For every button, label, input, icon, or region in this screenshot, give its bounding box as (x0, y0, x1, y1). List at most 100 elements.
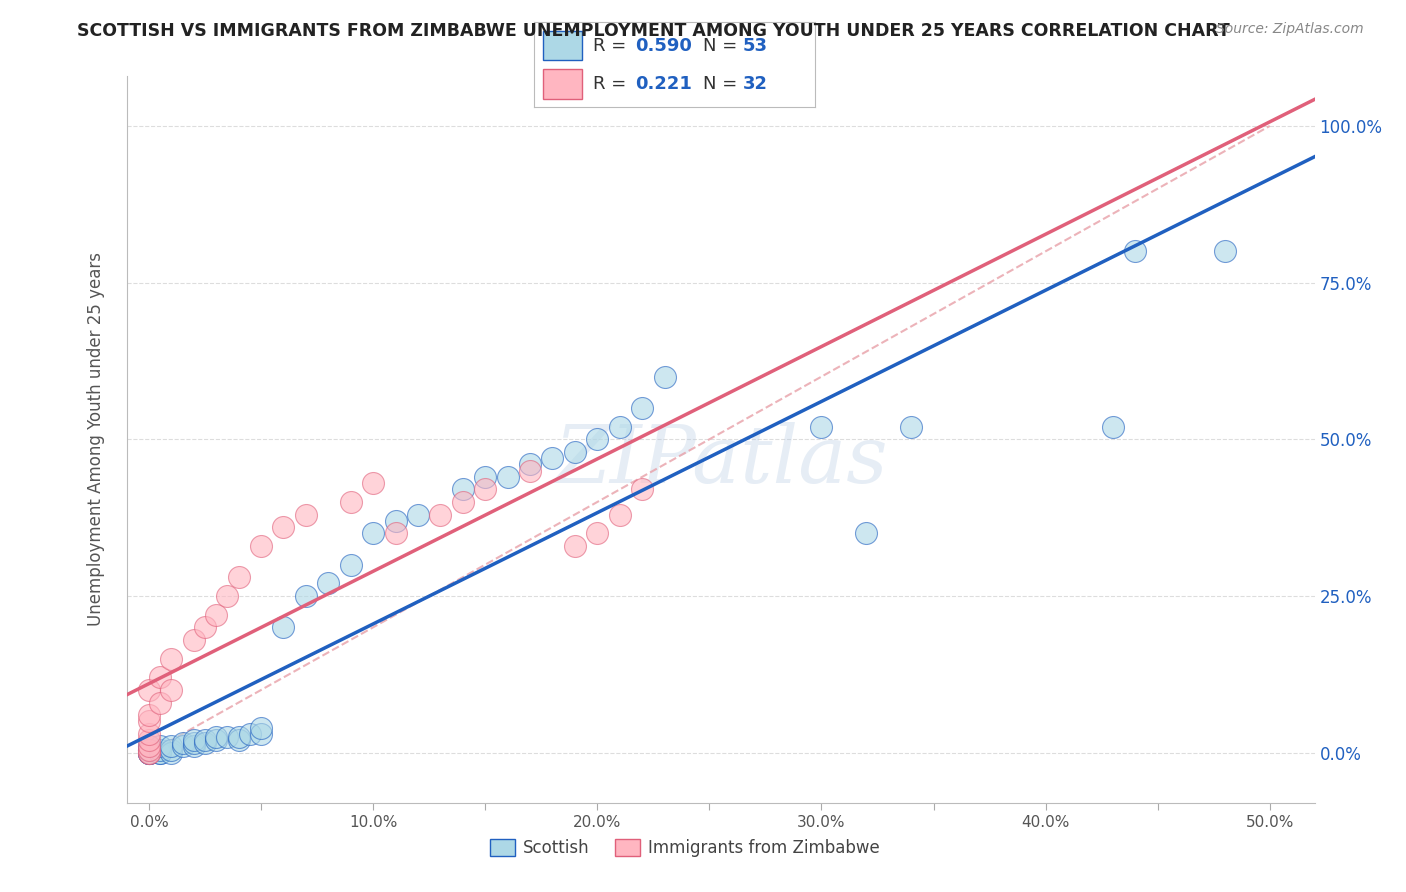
Point (183, 736, 205, 750)
Point (172, 739, 194, 754)
Point (519, 464, 541, 478)
Point (586, 433, 609, 447)
Point (205, 733, 228, 747)
Point (339, 495, 361, 509)
Point (273, 520, 295, 534)
Point (160, 651, 183, 665)
Point (205, 730, 228, 744)
Legend: Scottish, Immigrants from Zimbabwe: Scottish, Immigrants from Zimbabwe (484, 832, 887, 863)
Point (138, 739, 160, 754)
Point (172, 736, 194, 750)
Point (149, 746, 172, 760)
Bar (543, 30, 582, 61)
Point (138, 746, 160, 760)
Text: R =: R = (593, 37, 633, 54)
Point (138, 746, 160, 760)
Point (541, 451, 564, 466)
Point (451, 495, 474, 509)
Point (228, 730, 250, 744)
Point (295, 508, 318, 522)
Point (406, 508, 429, 522)
Point (149, 739, 172, 754)
Text: R =: R = (593, 75, 633, 93)
Point (149, 696, 172, 710)
Point (138, 683, 160, 698)
Point (519, 458, 541, 472)
Point (384, 514, 406, 528)
Point (138, 742, 160, 756)
Point (138, 742, 160, 756)
Point (138, 746, 160, 760)
Point (217, 589, 239, 603)
Text: 0.590: 0.590 (636, 37, 692, 54)
Bar (543, 69, 582, 99)
Point (183, 632, 205, 647)
Point (194, 620, 217, 634)
Point (654, 369, 676, 384)
Point (149, 746, 172, 760)
Text: SCOTTISH VS IMMIGRANTS FROM ZIMBABWE UNEMPLOYMENT AMONG YOUTH UNDER 25 YEARS COR: SCOTTISH VS IMMIGRANTS FROM ZIMBABWE UNE… (77, 22, 1230, 40)
Point (855, 526, 877, 541)
Point (361, 476, 384, 491)
Point (474, 470, 496, 484)
Point (250, 727, 273, 741)
Text: N =: N = (703, 37, 742, 54)
Point (250, 539, 273, 553)
Point (316, 576, 339, 591)
Point (496, 470, 519, 484)
Point (138, 733, 160, 747)
Text: N =: N = (703, 75, 742, 93)
Text: ZIPatlas: ZIPatlas (554, 423, 887, 500)
Point (1123, 244, 1146, 259)
Point (149, 742, 172, 756)
Point (183, 733, 205, 747)
Point (149, 670, 172, 684)
Point (194, 733, 217, 747)
Point (361, 526, 384, 541)
Point (339, 558, 361, 572)
Point (194, 736, 217, 750)
Point (160, 746, 183, 760)
Point (586, 526, 609, 541)
Point (1213, 244, 1236, 259)
Point (138, 746, 160, 760)
Point (138, 746, 160, 760)
Text: 53: 53 (742, 37, 768, 54)
Point (564, 539, 586, 553)
Point (609, 419, 631, 434)
Point (138, 739, 160, 754)
Point (250, 721, 273, 735)
Point (609, 508, 631, 522)
Point (160, 683, 183, 698)
Point (451, 483, 474, 497)
Text: 32: 32 (742, 75, 768, 93)
Point (228, 733, 250, 747)
Point (564, 445, 586, 459)
Point (631, 401, 654, 415)
Point (900, 419, 922, 434)
Point (239, 727, 262, 741)
Point (295, 589, 318, 603)
Point (384, 526, 406, 541)
Text: 0.221: 0.221 (636, 75, 692, 93)
Point (1102, 419, 1125, 434)
Point (138, 727, 160, 741)
Point (138, 742, 160, 756)
Point (474, 483, 496, 497)
Point (205, 607, 228, 622)
Point (273, 620, 295, 634)
Point (183, 739, 205, 754)
Point (217, 730, 239, 744)
Point (429, 508, 451, 522)
Point (228, 570, 250, 584)
Text: Source: ZipAtlas.com: Source: ZipAtlas.com (1216, 22, 1364, 37)
Point (138, 714, 160, 729)
Point (160, 742, 183, 756)
Point (160, 739, 183, 754)
Point (138, 746, 160, 760)
Point (810, 419, 832, 434)
Y-axis label: Unemployment Among Youth under 25 years: Unemployment Among Youth under 25 years (87, 252, 105, 626)
Point (631, 483, 654, 497)
Point (138, 742, 160, 756)
Point (138, 708, 160, 723)
